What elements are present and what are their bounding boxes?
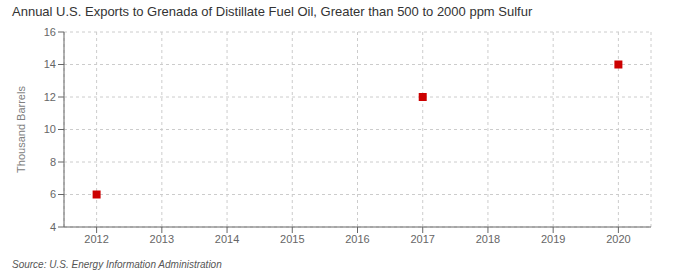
svg-text:8: 8 <box>50 156 56 168</box>
svg-text:16: 16 <box>44 26 56 38</box>
svg-text:2019: 2019 <box>541 233 565 245</box>
svg-text:Thousand Barrels: Thousand Barrels <box>15 86 27 173</box>
svg-text:2015: 2015 <box>280 233 304 245</box>
svg-text:10: 10 <box>44 123 56 135</box>
svg-text:6: 6 <box>50 188 56 200</box>
html-text:Source: U.S. Energy Informatio: Source: U.S. Energy Information Administ… <box>12 259 222 270</box>
svg-text:14: 14 <box>44 58 56 70</box>
svg-text:2016: 2016 <box>345 233 369 245</box>
svg-text:2017: 2017 <box>410 233 434 245</box>
svg-text:4: 4 <box>50 221 56 233</box>
svg-text:2014: 2014 <box>215 233 239 245</box>
svg-text:2013: 2013 <box>150 233 174 245</box>
svg-text:2018: 2018 <box>476 233 500 245</box>
svg-text:2020: 2020 <box>606 233 630 245</box>
svg-text:12: 12 <box>44 91 56 103</box>
html-text:Annual U.S. Exports to Grenada: Annual U.S. Exports to Grenada of Distil… <box>12 4 533 19</box>
svg-text:2012: 2012 <box>84 233 108 245</box>
